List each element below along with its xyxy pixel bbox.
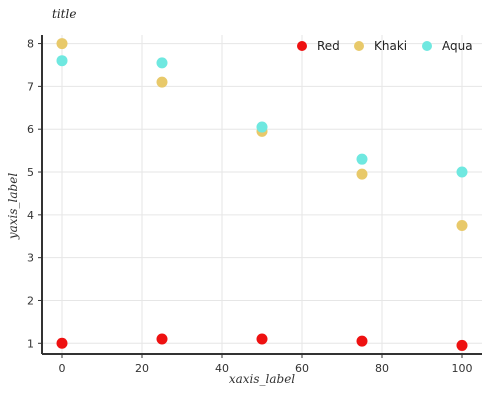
- khaki-point: [456, 220, 468, 232]
- red-point: [56, 337, 68, 349]
- red-point: [456, 339, 468, 351]
- y-tick-label: 1: [27, 337, 34, 350]
- y-tick-label: 6: [27, 123, 34, 136]
- y-tick-label: 3: [27, 252, 34, 265]
- y-tick-label: 5: [27, 166, 34, 179]
- aqua-point: [156, 57, 168, 69]
- y-tick-label: 8: [27, 38, 34, 51]
- x-tick-label: 0: [59, 362, 66, 375]
- data-points: [56, 38, 468, 351]
- x-axis-title: xaxis_label: [229, 372, 295, 386]
- aqua-point: [256, 121, 268, 133]
- khaki-point: [56, 38, 68, 50]
- aqua-point: [456, 166, 468, 178]
- aqua-point: [356, 153, 368, 165]
- red-point: [256, 333, 268, 345]
- legend: Red Khaki Aqua: [297, 39, 473, 53]
- red-point: [356, 335, 368, 347]
- x-tick-label: 80: [375, 362, 389, 375]
- aqua-point: [56, 55, 68, 67]
- legend-red-label: Red: [317, 39, 340, 53]
- x-tick-label: 40: [215, 362, 229, 375]
- khaki-point: [356, 168, 368, 180]
- x-tick-label: 100: [452, 362, 473, 375]
- khaki-point: [156, 76, 168, 88]
- grid: [42, 35, 482, 354]
- y-tick-label: 4: [27, 209, 34, 222]
- legend-aqua-label: Aqua: [442, 39, 473, 53]
- chart-title: title: [52, 7, 76, 21]
- legend-aqua-marker: [422, 41, 432, 51]
- y-tick-label: 2: [27, 294, 34, 307]
- legend-khaki-marker: [354, 41, 364, 51]
- y-axis-title: yaxis_label: [6, 173, 20, 240]
- legend-red-marker: [297, 41, 307, 51]
- red-point: [156, 333, 168, 345]
- x-tick-label: 20: [135, 362, 149, 375]
- x-tick-label: 60: [295, 362, 309, 375]
- legend-khaki-label: Khaki: [374, 39, 407, 53]
- y-tick-label: 7: [27, 80, 34, 93]
